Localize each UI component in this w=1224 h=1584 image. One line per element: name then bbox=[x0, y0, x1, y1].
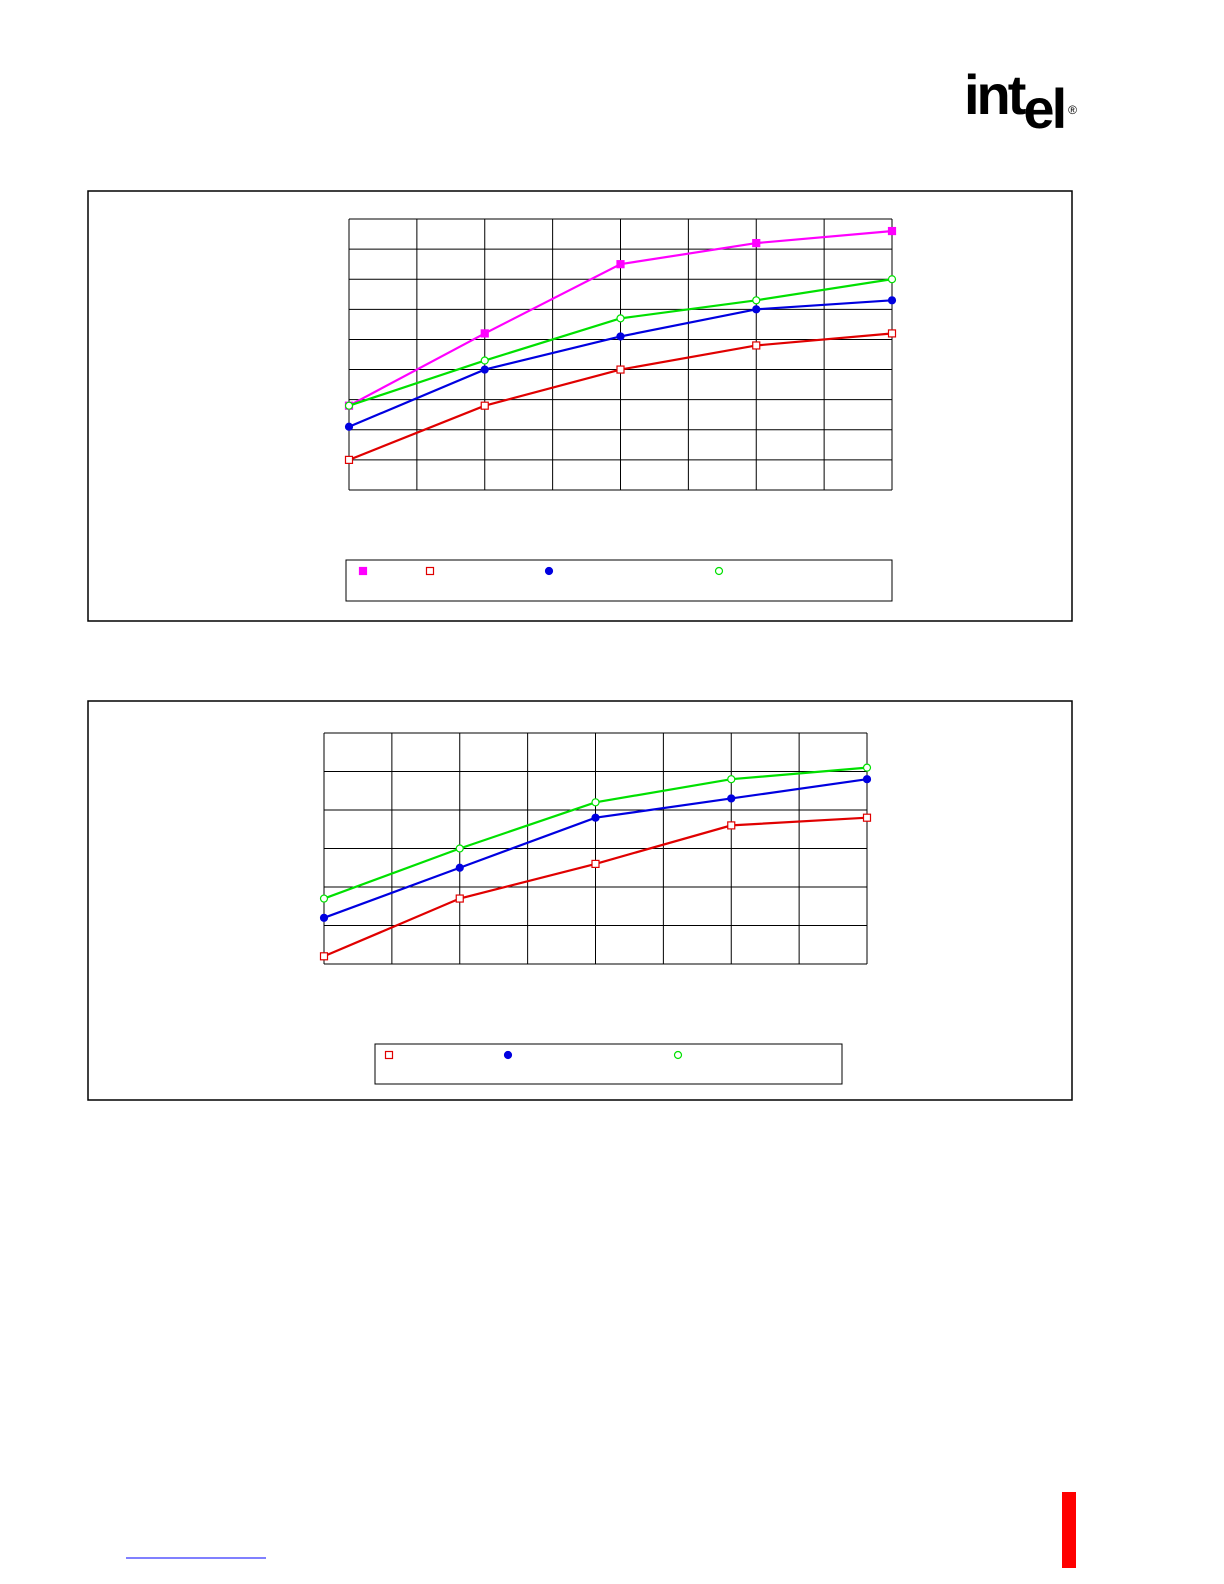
marker bbox=[455, 844, 464, 853]
legend-marker bbox=[358, 566, 368, 576]
marker bbox=[862, 763, 872, 772]
marker bbox=[344, 455, 354, 464]
chart-frame bbox=[87, 700, 1073, 1101]
marker bbox=[887, 329, 897, 338]
marker bbox=[455, 894, 464, 903]
logo-mark: ® bbox=[1068, 103, 1077, 117]
marker bbox=[344, 401, 354, 410]
marker bbox=[752, 341, 761, 350]
marker bbox=[727, 775, 736, 784]
marker bbox=[727, 794, 736, 803]
legend-marker bbox=[425, 566, 435, 576]
marker bbox=[727, 821, 736, 830]
legend-marker bbox=[714, 566, 724, 576]
logo-text: el bbox=[1023, 77, 1067, 140]
marker bbox=[344, 422, 354, 431]
legend bbox=[374, 1043, 843, 1085]
legend-marker bbox=[544, 566, 554, 576]
marker bbox=[752, 305, 761, 314]
logo-text: int bbox=[964, 63, 1026, 126]
chart-frame bbox=[87, 190, 1073, 622]
legend bbox=[345, 559, 893, 602]
marker bbox=[319, 913, 329, 922]
marker bbox=[591, 859, 600, 869]
marker bbox=[591, 798, 600, 807]
intel-logo: intel ® bbox=[964, 62, 1077, 140]
marker bbox=[887, 226, 897, 236]
marker bbox=[887, 275, 897, 284]
marker bbox=[591, 813, 600, 822]
marker bbox=[616, 365, 625, 374]
legend-marker bbox=[673, 1050, 683, 1060]
marker bbox=[480, 329, 489, 338]
marker bbox=[480, 365, 489, 374]
marker bbox=[480, 401, 489, 410]
marker bbox=[752, 238, 761, 248]
page-tab bbox=[1062, 1492, 1076, 1568]
marker bbox=[319, 952, 329, 961]
marker bbox=[862, 813, 872, 822]
marker bbox=[616, 260, 625, 269]
marker bbox=[862, 775, 872, 784]
legend-marker bbox=[503, 1050, 513, 1060]
marker bbox=[319, 894, 329, 903]
marker bbox=[455, 863, 464, 872]
marker bbox=[616, 314, 625, 323]
legend-marker bbox=[384, 1050, 394, 1060]
marker bbox=[887, 296, 897, 305]
marker bbox=[616, 332, 625, 341]
marker bbox=[752, 296, 761, 305]
marker bbox=[480, 356, 489, 365]
